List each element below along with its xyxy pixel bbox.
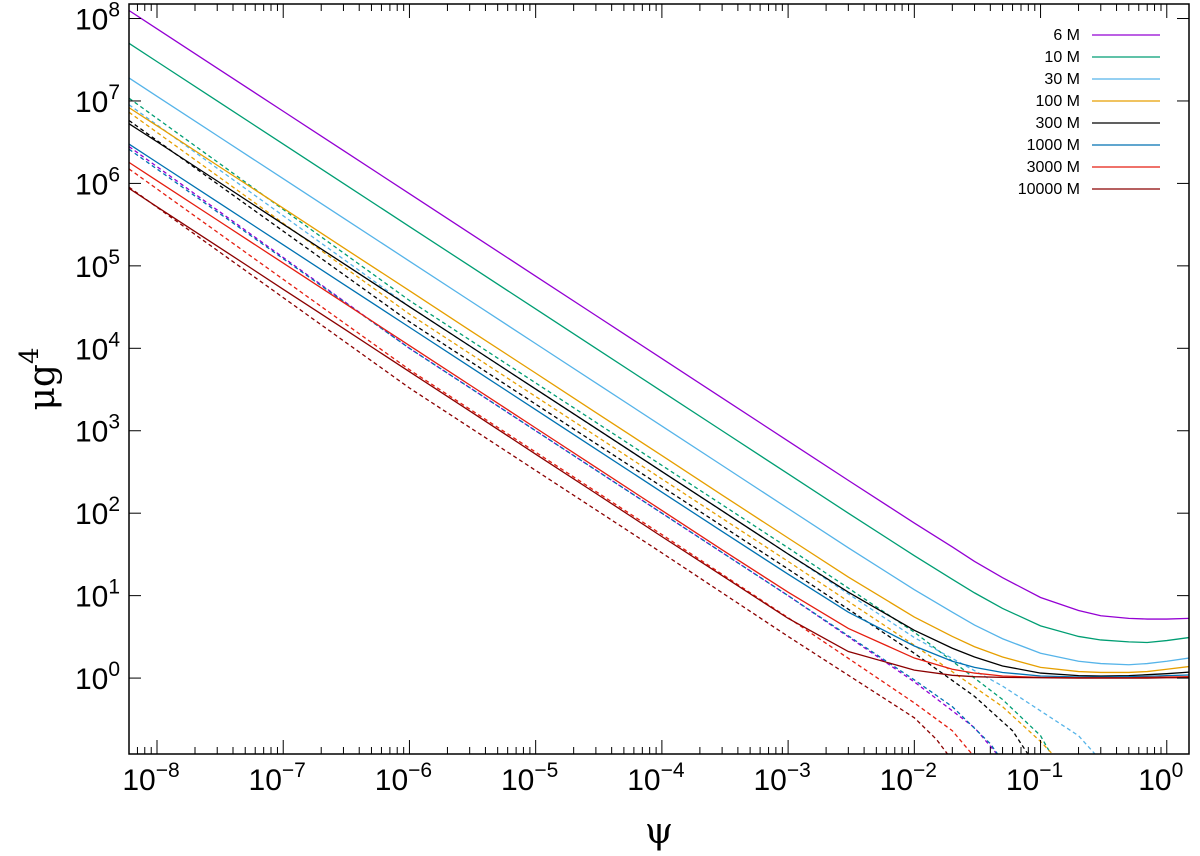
x-tick-label: 10−3 <box>753 759 810 797</box>
y-tick-label: 100 <box>75 658 120 696</box>
series-line-1 <box>129 9 1189 620</box>
x-tick-label-exp: 0 <box>1172 759 1184 782</box>
y-tick-label-base: 10 <box>75 86 108 119</box>
x-tick-label-exp: −7 <box>282 759 306 782</box>
legend-label: 10000 M <box>1018 181 1080 198</box>
y-tick-label: 104 <box>75 328 120 366</box>
y-tick-label-exp: 4 <box>108 328 120 351</box>
y-tick-label: 105 <box>75 246 120 284</box>
dashed-series-line-4 <box>129 111 1054 754</box>
x-tick-label: 10−1 <box>1006 759 1063 797</box>
dashed-series-line-7 <box>129 168 973 754</box>
y-tick-label-exp: 2 <box>108 493 120 516</box>
x-tick-label-base: 10 <box>627 764 660 797</box>
x-axis-label: ψ <box>645 811 673 852</box>
y-tick-label-base: 10 <box>75 4 108 37</box>
x-tick-label: 10−5 <box>501 759 558 797</box>
series-curves <box>129 9 1189 679</box>
y-tick-label-base: 10 <box>75 168 108 201</box>
dashed-series-line-8 <box>129 186 949 754</box>
x-tick-label-base: 10 <box>249 764 282 797</box>
dashed-series-line-6 <box>129 148 999 754</box>
legend-label: 300 M <box>1036 115 1080 132</box>
x-tick-label: 10−7 <box>249 759 306 797</box>
y-tick-label-base: 10 <box>75 663 108 696</box>
y-tick-label-exp: 8 <box>108 0 120 22</box>
x-tick-label: 10−6 <box>375 759 432 797</box>
y-tick-label: 106 <box>75 163 120 201</box>
x-tick-label-exp: −2 <box>913 759 937 782</box>
y-tick-label-exp: 6 <box>108 163 120 186</box>
legend-label: 6 M <box>1053 27 1080 44</box>
y-tick-label-exp: 3 <box>108 411 120 434</box>
x-tick-label: 10−8 <box>122 759 179 797</box>
series-line-6 <box>129 143 1189 678</box>
y-tick-label-base: 10 <box>75 416 108 449</box>
x-tick-label-base: 10 <box>501 764 534 797</box>
series-line-2 <box>129 42 1189 644</box>
y-tick-label-exp: 5 <box>108 246 120 269</box>
y-tick-label: 101 <box>75 576 120 614</box>
x-tick-label-base: 10 <box>1006 764 1039 797</box>
plot-frame <box>128 3 1190 755</box>
y-tick-label-exp: 1 <box>108 576 120 599</box>
legend-label: 1000 M <box>1027 137 1080 154</box>
y-tick-label-base: 10 <box>75 581 108 614</box>
x-tick-label-exp: −1 <box>1039 759 1063 782</box>
series-line-4 <box>129 107 1189 674</box>
legend-label: 100 M <box>1036 93 1080 110</box>
series-line-7 <box>129 161 1189 679</box>
legend-label: 10 M <box>1044 49 1080 66</box>
y-axis-label-base: μg <box>22 364 63 410</box>
y-tick-label-exp: 7 <box>108 81 120 104</box>
x-tick-label-exp: −5 <box>534 759 558 782</box>
legend-label: 30 M <box>1044 71 1080 88</box>
y-tick-label: 103 <box>75 411 120 449</box>
legend: 6 M 10 M 30 M 100 M 300 M 1000 M 3000 M 10000 M <box>1018 27 1160 198</box>
series-line-8 <box>129 187 1189 679</box>
x-tick-label-base: 10 <box>375 764 408 797</box>
x-tick-label-base: 10 <box>1138 764 1171 797</box>
y-tick-label-exp: 0 <box>108 658 120 681</box>
y-axis-label: μg4 <box>15 348 63 411</box>
x-tick-label-exp: −8 <box>156 759 180 782</box>
x-axis-ticks: 10−8 10−7 10−6 10−5 10−4 10−3 10−2 10−1 100 <box>122 4 1183 797</box>
x-tick-label-base: 10 <box>753 764 786 797</box>
x-tick-label-exp: −6 <box>408 759 432 782</box>
x-tick-label-base: 10 <box>122 764 155 797</box>
y-tick-label: 108 <box>75 0 120 37</box>
x-tick-label-exp: −3 <box>787 759 811 782</box>
x-tick-label-exp: −4 <box>661 759 685 782</box>
series-line-3 <box>129 77 1189 666</box>
y-tick-label: 102 <box>75 493 120 531</box>
x-tick-label: 100 <box>1138 759 1183 797</box>
y-tick-label-base: 10 <box>75 498 108 531</box>
y-tick-label-base: 10 <box>75 251 108 284</box>
series-line-5 <box>129 123 1189 677</box>
dashed-series-line-5 <box>129 119 1029 754</box>
x-tick-label: 10−2 <box>880 759 937 797</box>
y-axis-label-exp: 4 <box>15 348 45 365</box>
legend-label: 3000 M <box>1027 159 1080 176</box>
y-tick-label: 107 <box>75 81 120 119</box>
x-tick-label: 10−4 <box>627 759 685 797</box>
dashed-curves <box>129 97 1096 754</box>
y-tick-label-base: 10 <box>75 333 108 366</box>
dashed-series-line-1 <box>129 146 998 754</box>
x-tick-label-base: 10 <box>880 764 913 797</box>
